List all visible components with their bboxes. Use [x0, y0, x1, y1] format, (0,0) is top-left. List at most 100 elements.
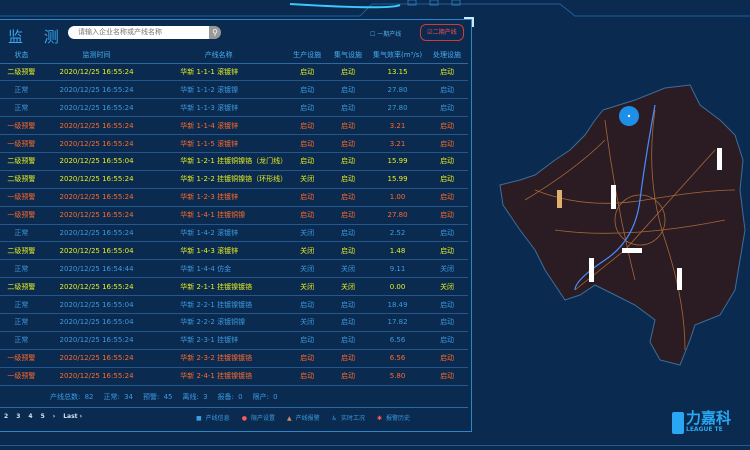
nav-link[interactable]: ● 限产设置 [242, 415, 275, 422]
table-cell: 2020/12/25 16:55:24 [42, 224, 151, 243]
column-header: 集气设施 [327, 47, 369, 64]
page-link[interactable]: 2 [4, 413, 9, 420]
table-cell: 华新 1-4-1 挂镀铜镍 [150, 206, 288, 225]
table-row[interactable]: 正常 2020/12/25 16:54:44 华新 1-4-4 仿金 关闭 关闭 9.11… [0, 259, 468, 279]
page-link[interactable]: 3 [16, 413, 21, 420]
nav-link[interactable]: ▲ 产线报警 [287, 415, 320, 422]
nav-link-label: 产线报警 [295, 415, 320, 422]
table-cell: 2020/12/25 16:55:04 [42, 313, 151, 332]
table-cell: 2020/12/25 16:55:24 [42, 98, 151, 118]
table-cell: 启动 [426, 224, 468, 243]
summary-stat: 预警: 45 [143, 393, 173, 401]
nav-link[interactable]: ♿ 实时工况 [332, 415, 365, 422]
table-cell: 启动 [327, 331, 369, 350]
history-icon: ✱ [377, 415, 383, 422]
table-cell: 启动 [426, 116, 468, 136]
nav-link[interactable]: ■ 产线信息 [196, 415, 230, 422]
table-cell: 启动 [426, 134, 468, 153]
table-row[interactable]: 一级预警 2020/12/25 16:55:24 华新 1-2-3 挂镀锌 启动 启动 1… [0, 188, 468, 207]
table-cell: 2020/12/25 16:55:24 [42, 349, 151, 368]
table-cell: 华新 2-1-1 挂镀镍镀铬 [150, 277, 288, 297]
table-row[interactable]: 二级预警 2020/12/25 16:55:04 华新 1-4-3 滚镀锌 关闭 启动 1… [0, 241, 468, 261]
table-row[interactable]: 二级预警 2020/12/25 16:55:24 华新 1-1-1 滚镀锌 启动 启动 1… [0, 63, 468, 82]
table-cell: 启动 [287, 295, 328, 314]
table-row[interactable]: 正常 2020/12/25 16:55:24 华新 2-3-1 挂镀锌 启动 启动 6.5… [0, 331, 468, 350]
table-cell: 启动 [287, 63, 328, 82]
summary-stat: 正常: 34 [103, 393, 134, 401]
page-link[interactable]: 4 [28, 413, 33, 420]
table-row[interactable]: 二级预警 2020/12/25 16:55:24 华新 1-2-2 挂镀铜镍铬（环形… [0, 170, 468, 189]
phase1-checkbox[interactable]: ☐ 一期产线 [370, 31, 402, 38]
table-cell: 15.99 [368, 170, 427, 189]
phase2-label: 二期产线 [432, 29, 457, 36]
table-cell: 启动 [287, 80, 328, 100]
search-icon[interactable]: ⚲ [209, 26, 221, 39]
table-cell: 启动 [287, 331, 328, 350]
table-cell: 3.21 [368, 134, 427, 153]
table-cell: 正常 [0, 224, 43, 243]
table-row[interactable]: 一级预警 2020/12/25 16:55:24 华新 2-3-2 挂镀镍镀铬 启动启… [0, 349, 468, 368]
table-row[interactable]: 正常 2020/12/25 16:55:04 华新 2-2-1 挂镀镍镀铬 启动 启动 1… [0, 295, 468, 314]
panel-title: 监 测 [8, 28, 67, 46]
table-cell: 17.82 [368, 313, 427, 332]
region-map[interactable] [495, 80, 750, 370]
table-cell: 2020/12/25 16:55:24 [42, 367, 151, 386]
limit-icon: ● [241, 415, 247, 422]
table-cell: 27.80 [368, 98, 427, 118]
table-cell: 启动 [327, 206, 369, 225]
table-row[interactable]: 一级预警 2020/12/25 16:55:24 华新 2-4-1 挂镀镍镀铬 启动启… [0, 367, 468, 386]
table-cell: 一级预警 [0, 188, 43, 207]
page-link[interactable]: Last › [63, 413, 83, 420]
table-cell: 启动 [327, 313, 369, 332]
table-row[interactable]: 一级预警 2020/12/25 16:55:24 华新 1-1-5 滚镀锌 启动 启动 3… [0, 134, 468, 153]
table-cell: 关闭 [287, 241, 328, 261]
table-cell: 启动 [327, 134, 369, 153]
table-cell: 启动 [327, 224, 369, 243]
summary-stat: 报备: 0 [217, 393, 243, 401]
table-cell: 启动 [426, 349, 468, 368]
table-row[interactable]: 正常 2020/12/25 16:55:24 华新 1-4-2 滚镀锌 关闭 启动 2.5… [0, 224, 468, 243]
summary-stat: 限产: 0 [252, 393, 278, 401]
table-cell: 启动 [327, 63, 369, 82]
phase1-label: 一期产线 [377, 31, 402, 38]
realtime-icon: ♿ [331, 415, 337, 422]
page-link[interactable]: › [52, 413, 56, 420]
company-logo: 力嘉科 LEAGUE TE [672, 410, 731, 434]
table-cell: 启动 [327, 170, 369, 189]
table-cell: 启动 [426, 170, 468, 189]
table-cell: 2020/12/25 16:55:24 [42, 63, 151, 82]
logo-mark-icon [672, 412, 684, 434]
summary-stat: 离线: 3 [182, 393, 208, 401]
table-row[interactable]: 二级预警 2020/12/25 16:55:24 华新 2-1-1 挂镀镍镀铬 关闭关… [0, 277, 468, 297]
table-cell: 关闭 [327, 259, 369, 279]
table-cell: 华新 1-4-4 仿金 [150, 259, 288, 279]
table-cell: 启动 [287, 367, 328, 386]
table-cell: 正常 [0, 80, 43, 100]
table-cell: 启动 [327, 349, 369, 368]
table-row[interactable]: 正常 2020/12/25 16:55:24 华新 1-1-2 滚镀镍 启动 启动 27.… [0, 80, 468, 100]
nav-link[interactable]: ✱ 报警历史 [377, 415, 410, 422]
table-cell: 华新 1-4-3 滚镀锌 [150, 241, 288, 261]
table-cell: 启动 [426, 80, 468, 100]
table-cell: 华新 1-1-1 滚镀锌 [150, 63, 288, 82]
search-input[interactable] [68, 26, 220, 39]
column-header: 状态 [0, 47, 43, 64]
table-cell: 启动 [327, 188, 369, 207]
table-cell: 华新 2-3-2 挂镀镍镀铬 [150, 349, 288, 368]
table-row[interactable]: 一级预警 2020/12/25 16:55:24 华新 1-4-1 挂镀铜镍 启动 启动… [0, 206, 468, 225]
table-cell: 关闭 [327, 277, 369, 297]
table-row[interactable]: 正常 2020/12/25 16:55:04 华新 2-2-2 滚镀铜镍 关闭 启动 17… [0, 313, 468, 332]
table-cell: 正常 [0, 313, 43, 332]
phase2-button[interactable]: ☑二期产线 [420, 24, 464, 41]
page-link[interactable]: 5 [40, 413, 45, 420]
table-cell: 关闭 [287, 277, 328, 297]
pagination: 2 3 4 5 › Last › [4, 413, 90, 420]
table-cell: 华新 1-2-1 挂镀铜镍铬（龙门线） [150, 152, 288, 171]
table-cell: 2020/12/25 16:55:24 [42, 206, 151, 225]
table-row[interactable]: 正常 2020/12/25 16:55:24 华新 1-1-3 滚镀锌 启动 启动 27.… [0, 98, 468, 118]
table-cell: 2.52 [368, 224, 427, 243]
table-row[interactable]: 一级预警 2020/12/25 16:55:24 华新 1-1-4 滚镀锌 启动 启动 3… [0, 116, 468, 136]
table-row[interactable]: 二级预警 2020/12/25 16:55:04 华新 1-2-1 挂镀铜镍铬（龙门… [0, 152, 468, 171]
table-cell: 启动 [287, 206, 328, 225]
table-cell: 2020/12/25 16:55:24 [42, 134, 151, 153]
